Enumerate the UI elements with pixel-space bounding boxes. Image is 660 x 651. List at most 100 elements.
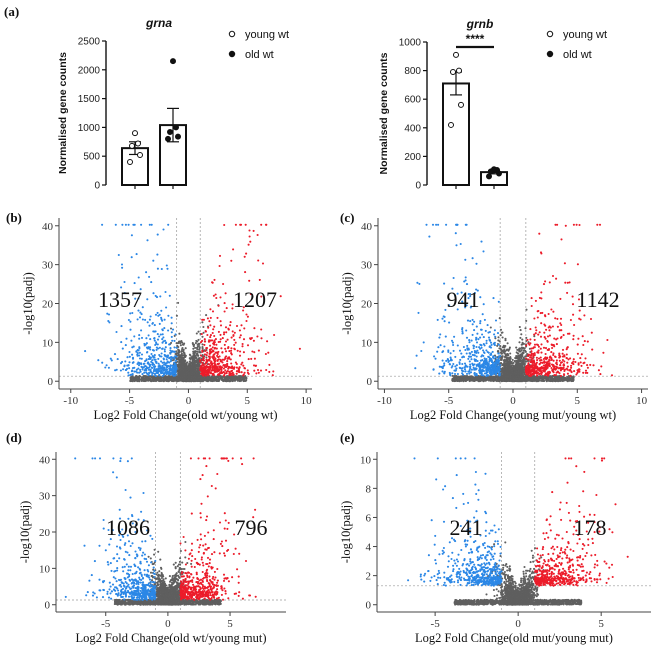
data-point bbox=[141, 306, 144, 309]
data-point bbox=[218, 365, 221, 368]
data-point bbox=[201, 353, 204, 357]
data-point bbox=[231, 379, 234, 382]
x-tick-label: -5 bbox=[125, 395, 135, 407]
data-point bbox=[175, 355, 178, 358]
data-point bbox=[193, 343, 196, 346]
data-point bbox=[130, 339, 133, 342]
data-point bbox=[256, 335, 259, 338]
data-point bbox=[521, 338, 524, 341]
data-point bbox=[129, 328, 132, 331]
data-point bbox=[510, 364, 513, 367]
data-point bbox=[170, 375, 173, 378]
data-point bbox=[156, 253, 159, 256]
data-point bbox=[166, 267, 169, 270]
legend-label: old wt bbox=[245, 49, 274, 61]
data-point bbox=[171, 367, 174, 370]
data-point bbox=[157, 379, 160, 382]
data-point bbox=[182, 343, 185, 346]
data-point bbox=[84, 350, 87, 353]
data-point bbox=[238, 371, 241, 374]
data-point bbox=[191, 361, 194, 364]
data-point bbox=[110, 359, 113, 362]
data-point bbox=[237, 369, 240, 372]
data-point bbox=[140, 353, 144, 356]
data-point bbox=[154, 313, 158, 316]
data-point bbox=[172, 374, 175, 377]
data-point bbox=[450, 69, 456, 76]
data-point bbox=[205, 356, 208, 359]
data-point bbox=[513, 360, 516, 363]
data-point bbox=[222, 333, 226, 336]
data-point bbox=[518, 347, 521, 350]
data-point bbox=[241, 345, 244, 348]
data-point bbox=[260, 337, 263, 340]
data-point bbox=[213, 339, 216, 342]
data-point bbox=[453, 51, 459, 58]
data-point bbox=[143, 371, 146, 374]
data-point bbox=[521, 347, 524, 350]
data-point bbox=[124, 368, 127, 372]
data-point bbox=[128, 355, 131, 358]
data-point bbox=[153, 324, 156, 327]
data-point bbox=[501, 336, 504, 339]
data-point bbox=[234, 341, 237, 344]
data-point bbox=[230, 336, 233, 339]
data-point bbox=[265, 368, 268, 372]
data-point bbox=[245, 313, 248, 316]
data-point bbox=[508, 357, 511, 361]
data-point bbox=[234, 223, 237, 226]
data-point bbox=[209, 316, 212, 319]
data-point bbox=[226, 338, 229, 341]
data-point bbox=[165, 361, 169, 364]
data-point bbox=[201, 379, 205, 383]
data-point bbox=[115, 368, 118, 371]
data-point bbox=[196, 350, 199, 353]
data-point bbox=[153, 377, 156, 380]
data-point bbox=[136, 371, 139, 374]
data-point bbox=[237, 377, 240, 380]
data-point bbox=[502, 372, 505, 375]
data-point bbox=[195, 332, 198, 335]
data-point bbox=[231, 330, 234, 333]
data-point bbox=[264, 352, 267, 356]
data-point bbox=[519, 336, 522, 339]
data-point bbox=[225, 372, 228, 375]
data-point bbox=[158, 346, 161, 349]
x-tick-label: -10 bbox=[63, 395, 78, 407]
data-point bbox=[207, 326, 210, 329]
data-point bbox=[178, 364, 181, 367]
data-point bbox=[518, 325, 521, 329]
data-point bbox=[219, 320, 222, 323]
data-point bbox=[154, 343, 157, 347]
data-point bbox=[129, 142, 135, 149]
data-point bbox=[189, 354, 192, 357]
data-point bbox=[242, 374, 245, 377]
data-point bbox=[195, 379, 198, 382]
data-point bbox=[241, 342, 244, 346]
data-point bbox=[213, 347, 216, 350]
data-point bbox=[222, 363, 225, 367]
data-point bbox=[160, 309, 163, 312]
data-point bbox=[192, 355, 195, 358]
data-point bbox=[148, 318, 151, 321]
data-point bbox=[156, 333, 159, 336]
data-point bbox=[209, 324, 212, 327]
data-point bbox=[239, 375, 242, 378]
data-point bbox=[249, 240, 252, 243]
y-tick-label: 10 bbox=[42, 337, 54, 349]
data-point bbox=[231, 371, 234, 374]
data-point bbox=[144, 377, 147, 380]
data-point bbox=[155, 372, 159, 375]
data-point bbox=[218, 367, 222, 371]
data-point bbox=[151, 366, 154, 369]
data-point bbox=[141, 366, 144, 369]
data-point bbox=[208, 320, 211, 323]
y-tick-label: 40 bbox=[42, 221, 54, 233]
data-point bbox=[160, 355, 163, 358]
data-point bbox=[207, 374, 210, 377]
data-point bbox=[136, 318, 139, 321]
data-point bbox=[181, 376, 184, 379]
data-point bbox=[228, 380, 231, 383]
